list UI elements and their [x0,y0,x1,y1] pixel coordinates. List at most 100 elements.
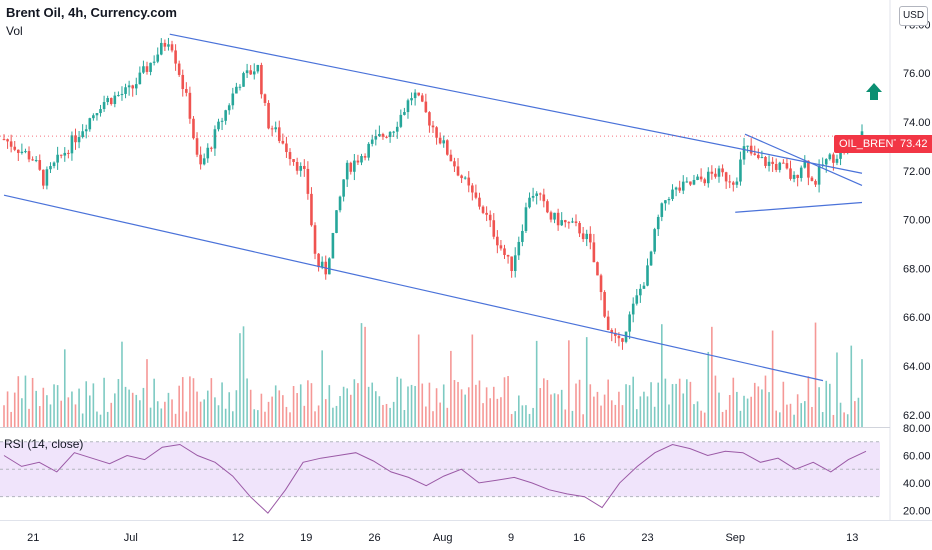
candle-body [320,261,324,268]
candle-body [38,160,42,170]
candle-body [403,112,406,115]
volume-bar [89,395,91,427]
candle-body [574,221,578,224]
price-tick: 68.00 [903,263,931,275]
candle-body [799,167,803,178]
volume-bar [453,380,456,427]
volume-bar [796,394,799,427]
volume-bar [114,393,116,427]
candle-body [231,93,235,106]
volume-label: Vol [6,24,23,38]
volume-bar [228,392,231,427]
volume-bar [360,323,363,427]
volume-bar [81,413,84,427]
volume-bar [718,392,720,427]
candle-body [131,85,134,89]
candle-body [27,151,31,160]
volume-bar [671,384,674,427]
candle-body [660,203,664,217]
volume-bar [439,402,441,427]
candle-body [277,127,281,141]
candle-body [667,199,671,201]
candle-body [102,102,106,110]
volume-bar [492,386,495,427]
candle-body [485,212,488,215]
time-tick: 26 [368,532,380,544]
candle-body [631,303,635,315]
candle-body [778,162,782,170]
volume-bar [146,359,148,427]
candle-body [685,181,689,183]
trendline [169,33,863,174]
candle-body [467,177,471,186]
candle-body [488,214,492,221]
candle-body [592,242,596,263]
volume-bar [553,393,556,427]
candle-body [45,169,49,186]
candle-body [338,196,342,211]
candle-body [538,193,542,195]
time-tick: 12 [232,532,244,544]
price-tick: 70.00 [903,215,931,227]
candle-body [796,174,799,178]
candle-body [181,74,185,90]
candle-body [370,139,374,144]
volume-bar [618,391,620,427]
candle-body [524,207,528,231]
time-tick: 16 [573,532,585,544]
volume-bar [210,378,213,427]
currency-badge[interactable]: USD [899,6,928,26]
time-tick: Aug [433,532,453,544]
volume-bar [771,330,774,427]
volume-bar [296,393,298,427]
trendlines[interactable] [3,33,863,382]
candle-body [353,160,356,172]
time-tick: 21 [27,532,39,544]
candle-body [249,70,252,75]
volume-bar [392,401,395,427]
volume-bar [403,410,406,427]
volume-bar [78,388,80,427]
candle-body [127,85,131,88]
volume-bar [786,404,788,427]
candle-body [814,180,817,185]
candle-body [170,44,174,51]
volume-bar [253,409,256,427]
volume-bar [643,391,645,427]
rsi-pane [0,441,880,514]
volume-bar [789,403,792,427]
volume-bar [753,382,756,427]
volume-bar [364,326,366,427]
volume-bar [575,383,577,427]
volume-bar [535,340,538,427]
candle-body [195,138,199,155]
price-tick: 76.00 [903,68,931,80]
price-axis[interactable]: 62.00 64.00 66.00 68.00 70.00 72.00 74.00 76.00… [0,19,931,517]
candle-body [528,197,531,208]
candle-body [49,166,52,170]
volume-bar [682,393,685,427]
volume-bar [332,407,334,427]
candle-body [503,248,506,255]
candle-body [160,42,163,55]
candle-body [513,255,517,272]
price-tick: 64.00 [903,361,931,373]
rsi-line [3,443,867,514]
time-tick: 19 [300,532,312,544]
candle-body [299,165,303,171]
volume-bar [117,379,120,427]
time-axis[interactable]: 21 Jul 12 19 26 Aug 9 16 23 Sep 13 [27,532,858,544]
volume-bar [221,382,223,427]
candle-body [192,118,195,139]
volume-bar [521,405,524,427]
candle-body [317,253,320,268]
volume-bar [10,411,12,427]
candle-body [474,192,478,198]
volume-bar [475,384,477,427]
candle-body [227,105,231,111]
candle-body [556,212,560,226]
candle-body [420,95,424,102]
volume-bar [550,394,552,427]
candle-body [717,168,721,177]
